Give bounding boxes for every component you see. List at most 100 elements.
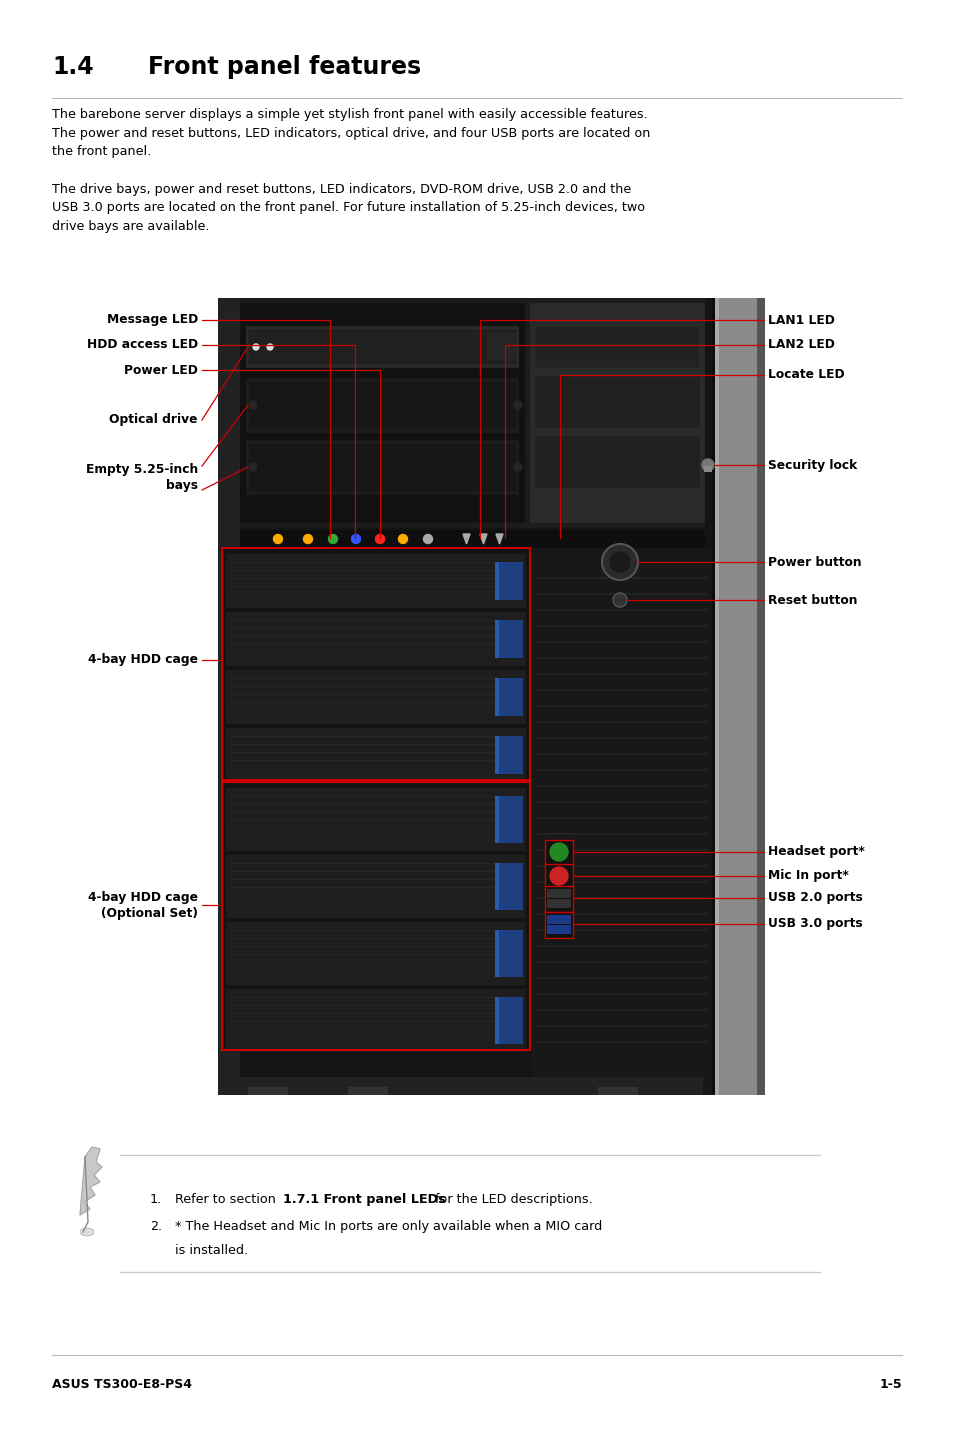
Text: * The Headset and Mic In ports are only available when a MIO card: * The Headset and Mic In ports are only …	[174, 1219, 601, 1232]
Text: The drive bays, power and reset buttons, LED indicators, DVD-ROM drive, USB 2.0 : The drive bays, power and reset buttons,…	[52, 183, 644, 233]
Text: Empty 5.25-inch
bays: Empty 5.25-inch bays	[86, 463, 198, 492]
Text: USB 3.0 ports: USB 3.0 ports	[767, 917, 862, 930]
Circle shape	[609, 552, 629, 572]
Text: 1-5: 1-5	[879, 1379, 901, 1392]
Bar	[495, 620, 522, 659]
Text: Power button: Power button	[767, 555, 861, 568]
Bar	[544, 840, 573, 866]
Bar	[546, 915, 571, 925]
Bar	[495, 930, 498, 976]
Bar	[222, 782, 530, 1050]
Circle shape	[398, 535, 407, 544]
Bar	[226, 788, 525, 851]
Bar	[248, 443, 517, 492]
Bar	[248, 381, 517, 430]
Bar	[495, 797, 498, 843]
Bar	[703, 466, 711, 472]
Bar	[222, 782, 530, 1050]
Bar	[495, 677, 498, 716]
Bar	[495, 562, 498, 600]
Bar	[757, 298, 764, 1094]
Bar	[233, 1077, 702, 1094]
Text: The barebone server displays a simple yet stylish front panel with easily access: The barebone server displays a simple ye…	[52, 108, 650, 158]
Bar	[544, 886, 573, 912]
Bar	[495, 930, 522, 976]
Circle shape	[423, 535, 432, 544]
Bar	[226, 922, 525, 985]
Bar	[248, 329, 517, 365]
Bar	[495, 677, 522, 716]
Bar	[226, 554, 525, 608]
Polygon shape	[479, 533, 486, 544]
Bar	[246, 378, 518, 433]
Bar	[714, 298, 719, 1094]
Bar	[226, 989, 525, 1053]
Text: ASUS TS300-E8-PS4: ASUS TS300-E8-PS4	[52, 1379, 192, 1392]
Bar	[546, 889, 571, 897]
Text: LAN1 LED: LAN1 LED	[767, 313, 834, 326]
Bar	[711, 298, 714, 1094]
Bar	[532, 548, 711, 1094]
Bar	[495, 736, 498, 774]
Circle shape	[328, 535, 337, 544]
Circle shape	[701, 459, 713, 472]
Bar	[495, 736, 522, 774]
Bar	[240, 298, 704, 528]
Bar	[598, 1087, 638, 1094]
Text: Optical drive: Optical drive	[110, 414, 198, 427]
Circle shape	[303, 535, 313, 544]
Bar	[246, 326, 518, 368]
Bar	[530, 303, 704, 523]
Text: Refer to section: Refer to section	[174, 1194, 279, 1206]
Bar	[226, 856, 525, 917]
Circle shape	[351, 535, 360, 544]
Polygon shape	[462, 533, 470, 544]
Text: Headset port*: Headset port*	[767, 846, 864, 858]
Bar	[248, 1087, 288, 1094]
Circle shape	[249, 463, 256, 472]
Bar	[495, 997, 498, 1044]
Circle shape	[514, 463, 521, 472]
Circle shape	[613, 592, 626, 607]
Bar	[240, 303, 524, 523]
Bar	[714, 298, 764, 1094]
Text: 2.: 2.	[150, 1219, 162, 1232]
Polygon shape	[496, 533, 502, 544]
Text: HDD access LED: HDD access LED	[87, 338, 198, 351]
Bar	[222, 548, 530, 779]
Circle shape	[514, 401, 521, 408]
Bar	[226, 613, 525, 666]
Bar	[535, 326, 700, 368]
Text: Power LED: Power LED	[124, 364, 198, 377]
Text: Reset button: Reset button	[767, 594, 857, 607]
Bar	[226, 728, 525, 782]
Text: Mic In port*: Mic In port*	[767, 870, 848, 883]
Text: 1.4: 1.4	[52, 55, 93, 79]
Bar	[544, 864, 573, 890]
Bar	[535, 375, 700, 429]
Text: USB 2.0 ports: USB 2.0 ports	[767, 892, 862, 905]
Text: 1.7.1 Front panel LEDs: 1.7.1 Front panel LEDs	[283, 1194, 445, 1206]
Bar	[348, 1087, 388, 1094]
Circle shape	[267, 344, 273, 349]
Text: Message LED: Message LED	[107, 313, 198, 326]
Bar	[546, 899, 571, 907]
Bar	[546, 925, 571, 935]
Bar	[495, 863, 498, 910]
Bar	[495, 797, 522, 843]
Bar	[495, 863, 522, 910]
Text: is installed.: is installed.	[174, 1244, 248, 1257]
Circle shape	[550, 867, 567, 884]
Text: 1.: 1.	[150, 1194, 162, 1206]
Text: 4-bay HDD cage: 4-bay HDD cage	[88, 653, 198, 666]
Bar	[240, 531, 704, 548]
Bar	[495, 562, 522, 600]
Bar	[488, 334, 517, 360]
Bar	[218, 298, 758, 1094]
Circle shape	[550, 843, 567, 861]
Text: Front panel features: Front panel features	[148, 55, 420, 79]
Text: Security lock: Security lock	[767, 459, 857, 472]
Text: Locate LED: Locate LED	[767, 368, 843, 381]
Text: LAN2 LED: LAN2 LED	[767, 338, 834, 351]
Bar	[226, 670, 525, 723]
